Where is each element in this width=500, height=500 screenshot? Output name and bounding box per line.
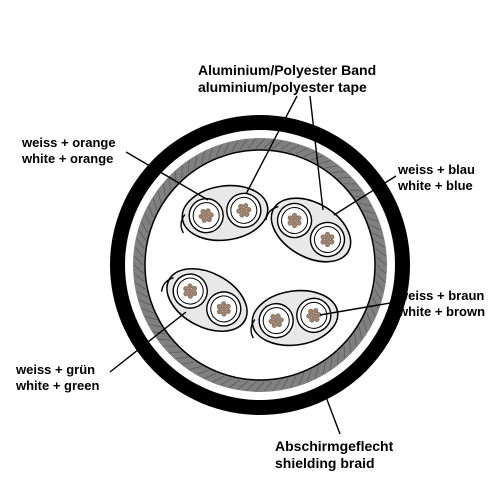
label-tape-de: Aluminium/Polyester Band: [198, 62, 376, 78]
label-braid-en: shielding braid: [275, 455, 375, 471]
label-blue: weiss + blau white + blue: [398, 162, 475, 193]
label-green-de: weiss + grün: [16, 362, 95, 377]
label-orange-en: white + orange: [22, 151, 113, 166]
label-brown-en: white + brown: [398, 304, 485, 319]
label-braid-de: Abschirmgeflecht: [275, 438, 393, 454]
label-orange-de: weiss + orange: [22, 135, 116, 150]
label-green-en: white + green: [16, 378, 99, 393]
label-brown-de: weiss + braun: [398, 288, 484, 303]
label-blue-de: weiss + blau: [398, 162, 475, 177]
label-green: weiss + grün white + green: [16, 362, 99, 393]
label-tape: Aluminium/Polyester Band aluminium/polye…: [198, 62, 376, 96]
label-blue-en: white + blue: [398, 178, 473, 193]
label-orange: weiss + orange white + orange: [22, 135, 116, 166]
label-tape-en: aluminium/polyester tape: [198, 79, 367, 95]
label-brown: weiss + braun white + brown: [398, 288, 485, 319]
label-braid: Abschirmgeflecht shielding braid: [275, 438, 393, 472]
